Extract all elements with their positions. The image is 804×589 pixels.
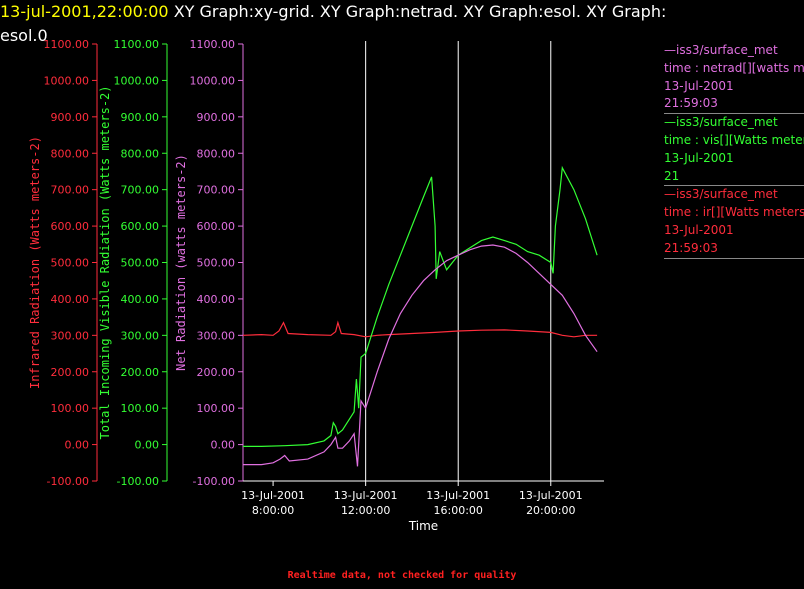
y-tick-label-ir: 700.00 bbox=[51, 184, 90, 197]
y-tick-label-ir: 800.00 bbox=[51, 147, 90, 160]
legend-source: —iss3/surface_met bbox=[664, 187, 778, 202]
y-tick-label-net: 800.00 bbox=[197, 147, 236, 160]
y-tick-label-ir: -100.00 bbox=[47, 475, 89, 488]
graph-title-continued: esol.0 bbox=[0, 26, 48, 45]
y-axis-label-vis: Total Incoming Visible Radiation (Watts … bbox=[98, 85, 112, 439]
x-tick-label-date: 13-Jul-2001 bbox=[334, 489, 398, 502]
y-tick-label-net: 600.00 bbox=[197, 220, 236, 233]
y-tick-label-ir: 400.00 bbox=[51, 293, 90, 306]
y-tick-label-vis: -100.00 bbox=[117, 475, 159, 488]
legend-date: 13-Jul-2001 bbox=[664, 78, 734, 93]
graph-timestamp: 13-jul-2001,22:00:00 bbox=[0, 2, 169, 21]
y-tick-label-net: 0.00 bbox=[211, 439, 236, 452]
y-tick-label-ir: 300.00 bbox=[51, 329, 90, 342]
y-tick-label-vis: 300.00 bbox=[121, 329, 160, 342]
legend-field: time : ir[][Watts meters-2] bbox=[664, 205, 804, 220]
x-axis-label: Time bbox=[408, 519, 438, 533]
y-tick-label-vis: 1000.00 bbox=[114, 74, 160, 87]
x-tick-label-date: 13-Jul-2001 bbox=[241, 489, 305, 502]
legend-source: —iss3/surface_met bbox=[664, 43, 778, 57]
y-tick-label-net: -100.00 bbox=[193, 475, 235, 488]
y-tick-label-net: 1000.00 bbox=[190, 74, 236, 87]
legend-date: 13-Jul-2001 bbox=[664, 150, 734, 165]
series-line-net bbox=[243, 244, 598, 467]
y-tick-label-net: 300.00 bbox=[197, 329, 236, 342]
y-tick-label-vis: 200.00 bbox=[121, 366, 160, 379]
graph-title-text: XY Graph:xy-grid. XY Graph:netrad. XY Gr… bbox=[168, 2, 667, 21]
y-tick-label-vis: 500.00 bbox=[121, 257, 160, 270]
y-tick-label-ir: 100.00 bbox=[51, 402, 90, 415]
legend-time: 21:59:03 bbox=[664, 96, 718, 111]
y-tick-label-ir: 600.00 bbox=[51, 220, 90, 233]
y-tick-label-net: 400.00 bbox=[197, 293, 236, 306]
legend-time: 21 bbox=[664, 168, 680, 183]
y-tick-label-ir: 200.00 bbox=[51, 366, 90, 379]
legend-field: time : netrad[][watts meters-2] bbox=[664, 60, 804, 75]
legend-source: —iss3/surface_met bbox=[664, 115, 778, 130]
y-tick-label-vis: 800.00 bbox=[121, 147, 160, 160]
y-tick-label-net: 200.00 bbox=[197, 366, 236, 379]
y-tick-label-ir: 900.00 bbox=[51, 111, 90, 124]
x-tick-label-time: 8:00:00 bbox=[252, 504, 294, 517]
series-line-vis bbox=[243, 165, 598, 447]
quality-notice: Realtime data, not checked for quality bbox=[287, 570, 517, 581]
x-tick-label-date: 13-Jul-2001 bbox=[426, 489, 490, 502]
legend-time: 21:59:03 bbox=[664, 240, 718, 255]
y-tick-label-ir: 500.00 bbox=[51, 257, 90, 270]
y-axis-label-ir: Infrared Radiation (Watts meters-2) bbox=[28, 136, 42, 389]
y-tick-label-vis: 400.00 bbox=[121, 293, 160, 306]
y-tick-label-net: 500.00 bbox=[197, 257, 236, 270]
x-tick-label-date: 13-Jul-2001 bbox=[519, 489, 583, 502]
y-tick-label-net: 700.00 bbox=[197, 184, 236, 197]
y-tick-label-vis: 1100.00 bbox=[114, 38, 160, 51]
graph-title: 13-jul-2001,22:00:00 XY Graph:xy-grid. X… bbox=[0, 2, 666, 21]
y-tick-label-net: 1100.00 bbox=[190, 38, 236, 51]
y-tick-label-vis: 700.00 bbox=[121, 184, 160, 197]
series-line-ir bbox=[242, 320, 598, 338]
y-tick-label-vis: 0.00 bbox=[135, 439, 160, 452]
x-tick-label-time: 12:00:00 bbox=[341, 504, 390, 517]
y-tick-label-vis: 100.00 bbox=[121, 402, 160, 415]
y-tick-label-net: 900.00 bbox=[197, 111, 236, 124]
y-tick-label-ir: 1000.00 bbox=[44, 74, 90, 87]
y-axis-label-net: Net Radiation (watts meters-2) bbox=[174, 154, 188, 371]
y-tick-label-vis: 600.00 bbox=[121, 220, 160, 233]
x-tick-label-time: 16:00:00 bbox=[434, 504, 483, 517]
legend-field: time : vis[][Watts meters-2] bbox=[664, 132, 804, 147]
y-tick-label-vis: 900.00 bbox=[121, 111, 160, 124]
legend-date: 13-Jul-2001 bbox=[664, 222, 734, 237]
y-tick-label-ir: 0.00 bbox=[65, 439, 90, 452]
x-tick-label-time: 20:00:00 bbox=[526, 504, 575, 517]
y-tick-label-ir: 1100.00 bbox=[44, 38, 90, 51]
y-tick-label-net: 100.00 bbox=[197, 402, 236, 415]
